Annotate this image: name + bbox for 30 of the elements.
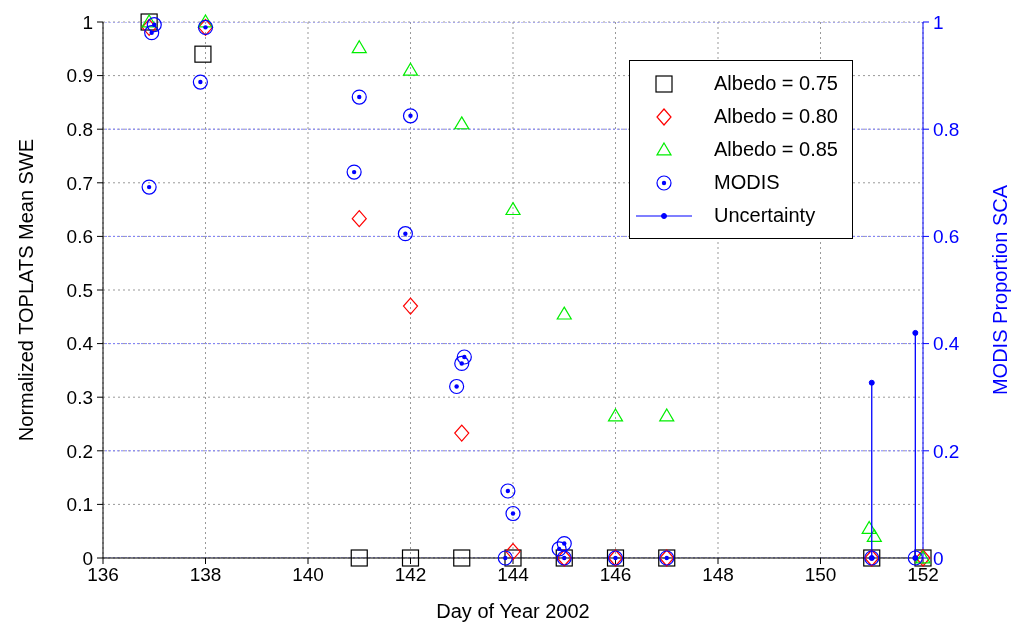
y-tick-label: 0.5 (66, 279, 93, 301)
x-tick-label: 138 (189, 564, 222, 586)
y2-tick-label: 0.4 (933, 333, 960, 355)
y2-tick-label: 1 (933, 11, 944, 33)
y-tick-label: 0.7 (66, 172, 93, 194)
legend-label: Uncertainty (714, 204, 816, 227)
y-tick-label: 0.1 (66, 494, 93, 516)
x-tick-label: 146 (599, 564, 632, 586)
x-tick-label: 142 (394, 564, 427, 586)
y-axis-title: Normalized TOPLATS Mean SWE (15, 138, 38, 442)
x-tick-label: 140 (292, 564, 324, 586)
y-tick-label: 1 (82, 11, 93, 33)
y2-tick-label: 0.8 (933, 118, 960, 140)
y-tick-label: 0.4 (66, 333, 94, 355)
legend-label: Albedo = 0.85 (714, 138, 838, 161)
y-tick-label: 0.3 (66, 386, 93, 408)
y2-tick-label: 0.2 (933, 440, 960, 462)
x-axis-title: Day of Year 2002 (436, 600, 590, 622)
legend-label: Albedo = 0.75 (714, 72, 838, 95)
legend-label: Albedo = 0.80 (714, 105, 838, 128)
y-tick-label: 0.6 (66, 226, 93, 248)
legend-label: MODIS (714, 171, 780, 194)
y-tick-label: 0.2 (66, 440, 93, 462)
x-tick-label: 144 (497, 564, 530, 586)
y2-axis-title: MODIS Proportion SCA (989, 184, 1012, 396)
y2-tick-label: 0.6 (933, 226, 960, 248)
x-tick-label: 150 (804, 564, 837, 586)
y-tick-label: 0.9 (66, 65, 93, 87)
y-tick-label: 0.8 (66, 118, 93, 140)
x-tick-label: 148 (702, 564, 734, 586)
